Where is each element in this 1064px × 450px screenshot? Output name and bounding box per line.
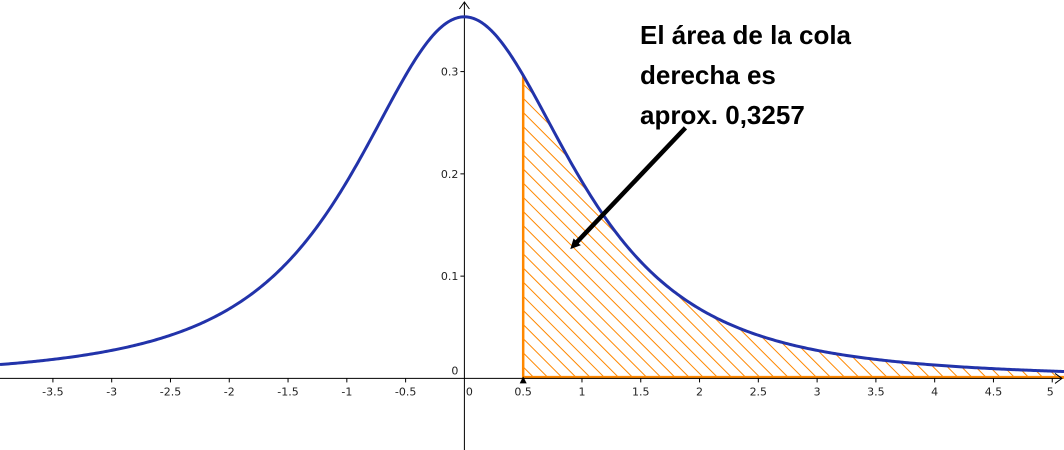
annotation: El área de la cola derecha es aprox. 0,3… xyxy=(640,20,852,130)
x-tick-label: -1.5 xyxy=(277,385,298,398)
x-tick-label: 2.5 xyxy=(750,385,768,398)
x-tick-label: 0.5 xyxy=(514,385,532,398)
y-axis-arrow xyxy=(458,1,470,10)
y-tick-label: 0.3 xyxy=(441,66,459,79)
x-tick-label: 4.5 xyxy=(985,385,1003,398)
annotation-line-3: aprox. 0,3257 xyxy=(640,100,805,130)
y-tick-label: 0.1 xyxy=(441,270,459,283)
x-tick-label: 4 xyxy=(931,385,938,398)
y-tick-label: 0.2 xyxy=(441,168,459,181)
annotation-line-2: derecha es xyxy=(640,60,776,90)
x-axis-arrow xyxy=(1054,373,1063,384)
annotation-arrow xyxy=(570,126,688,250)
x-tick-label: -3.5 xyxy=(42,385,63,398)
x-tick-label: -0.5 xyxy=(395,385,416,398)
annotation-line-1: El área de la cola xyxy=(640,20,852,50)
x-tick-label: 2 xyxy=(696,385,703,398)
x-tick-label: 1.5 xyxy=(632,385,650,398)
density-curve xyxy=(0,15,1064,374)
x-tick-label: 0 xyxy=(466,385,473,398)
x-tick-label: -2 xyxy=(224,385,235,398)
x-tick-label: 5 xyxy=(1047,385,1054,398)
x-tick-label: -2.5 xyxy=(160,385,181,398)
x-tick-label: -3 xyxy=(106,385,117,398)
x-tick-label: 1 xyxy=(578,385,585,398)
x-tick-label: 3 xyxy=(814,385,821,398)
x-tick-label: 3.5 xyxy=(867,385,885,398)
right-tail-area xyxy=(523,75,1064,379)
x-tick-label: -1 xyxy=(341,385,352,398)
y-tick-label: 0 xyxy=(451,364,458,377)
point-marker xyxy=(519,376,527,384)
